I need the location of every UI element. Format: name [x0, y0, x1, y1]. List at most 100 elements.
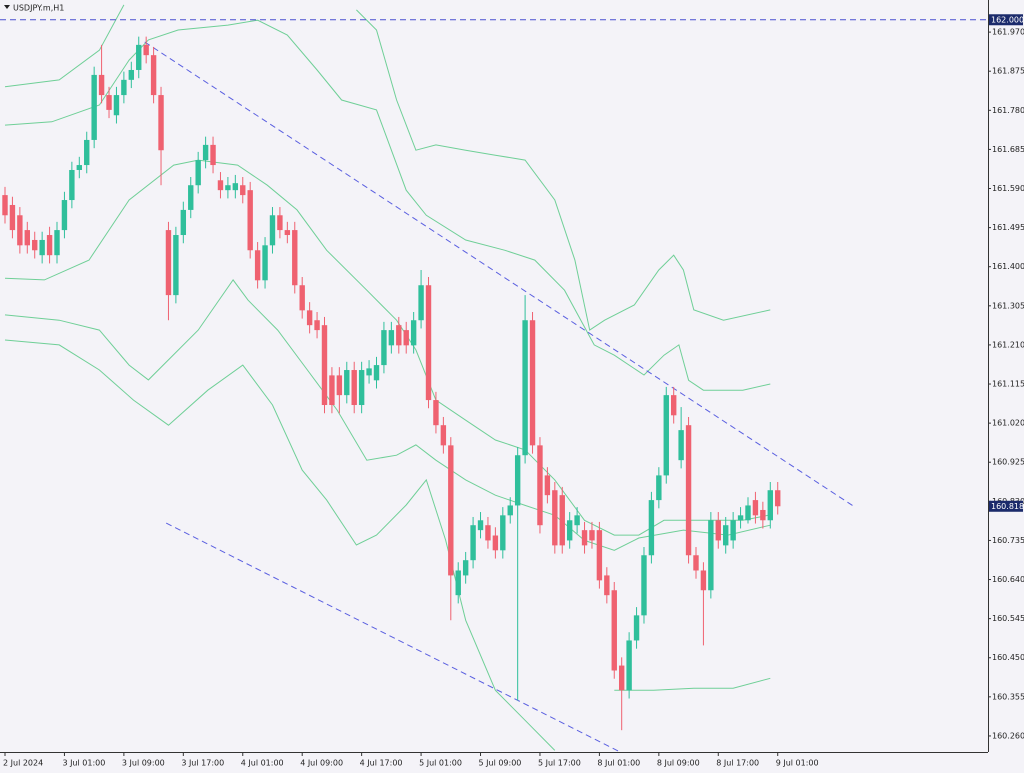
x-tick-label: 4 Jul 17:00 — [360, 759, 403, 768]
bollinger-band — [4, 19, 771, 391]
candle-body — [685, 425, 692, 556]
y-tick-label: 161.590 — [992, 184, 1024, 193]
candle-body — [433, 400, 439, 426]
candle-body — [418, 285, 424, 321]
candle-body — [745, 505, 751, 521]
y-tick-label: 161.970 — [992, 28, 1024, 37]
candle-body — [202, 144, 209, 161]
candle-body — [195, 160, 201, 186]
candle-body — [277, 215, 283, 231]
y-tick-label: 161.400 — [992, 262, 1024, 271]
candle-body — [581, 530, 588, 546]
candle-body — [485, 525, 491, 541]
candle-body — [284, 230, 291, 236]
candle-body — [388, 330, 395, 346]
last-price-box — [989, 500, 1023, 512]
candle-body — [715, 520, 721, 541]
candle-body — [358, 370, 365, 406]
candle-body — [767, 490, 773, 521]
candle-body — [641, 555, 647, 616]
candle-body — [381, 330, 387, 366]
candle-body — [425, 285, 432, 401]
x-tick-label: 4 Jul 01:00 — [241, 759, 284, 768]
candle-body — [136, 44, 142, 70]
y-tick-label: 160.450 — [992, 653, 1024, 662]
candle-body — [544, 475, 551, 496]
candle-body — [32, 239, 38, 251]
candle-body — [46, 235, 53, 256]
y-tick-label: 160.735 — [992, 536, 1024, 545]
candle-body — [366, 368, 372, 376]
candle-body — [247, 190, 253, 251]
candle-body — [106, 95, 112, 110]
candle-body — [566, 520, 573, 541]
candle-body — [448, 445, 454, 576]
candle-body — [477, 520, 484, 531]
y-tick-label: 161.210 — [992, 340, 1024, 349]
candle-body — [9, 204, 16, 231]
candle-body — [618, 665, 625, 691]
candle-body — [54, 230, 60, 256]
candle-body — [500, 515, 506, 551]
candle-body — [552, 490, 558, 546]
candle-body — [292, 230, 298, 286]
candle-body — [344, 370, 350, 396]
candle-body — [173, 235, 179, 296]
y-tick-label: 160.640 — [992, 575, 1024, 584]
candle-body — [737, 515, 744, 521]
candle-body — [336, 375, 343, 396]
candle-body — [113, 95, 120, 116]
candle-body — [730, 520, 736, 541]
candle-body — [210, 144, 216, 166]
candle-body — [596, 530, 603, 581]
candle-body — [180, 209, 187, 236]
y-tick-label: 161.780 — [992, 106, 1024, 115]
candle-body — [39, 239, 45, 256]
candle-body — [462, 560, 469, 576]
bollinger-band — [4, 339, 771, 751]
y-tick-label: 160.260 — [992, 731, 1024, 740]
candle-body — [752, 500, 759, 516]
candle-body — [708, 520, 714, 591]
y-tick-label: 161.685 — [992, 145, 1024, 154]
candle-body — [396, 325, 402, 346]
candle-body — [455, 570, 461, 596]
candle-body — [492, 535, 499, 551]
candle-body — [329, 375, 335, 406]
candle-body — [522, 320, 528, 456]
y-tick-label: 161.305 — [992, 301, 1024, 310]
candle-body — [143, 44, 149, 56]
candle-body — [559, 495, 565, 546]
candle-body — [306, 310, 313, 326]
candle-body — [165, 230, 172, 296]
candle-body — [262, 245, 268, 281]
candle-body — [225, 185, 231, 191]
candle-body — [17, 215, 23, 246]
candle-body — [671, 395, 677, 416]
candle-body — [150, 55, 157, 96]
candle-body — [626, 640, 632, 691]
candle-body — [98, 74, 105, 96]
candle-body — [240, 185, 246, 196]
candle-body — [775, 490, 781, 507]
x-tick-label: 2 Jul 2024 — [3, 759, 43, 768]
candle-body — [604, 575, 610, 596]
candle-body — [514, 455, 521, 506]
x-tick-label: 5 Jul 09:00 — [479, 759, 522, 768]
candle-body — [91, 74, 97, 140]
level-label: 162.000 — [991, 15, 1024, 24]
bollinger-band — [4, 279, 771, 551]
x-tick-label: 3 Jul 09:00 — [122, 759, 165, 768]
x-tick-label: 5 Jul 17:00 — [538, 759, 581, 768]
x-tick-label: 8 Jul 17:00 — [716, 759, 759, 768]
candle-body — [633, 615, 640, 641]
menu-arrow[interactable] — [4, 5, 10, 9]
candle-body — [76, 165, 82, 170]
candle-body — [678, 430, 684, 461]
candle-body — [299, 285, 305, 311]
candle-body — [723, 525, 729, 546]
candle-body — [121, 79, 127, 96]
